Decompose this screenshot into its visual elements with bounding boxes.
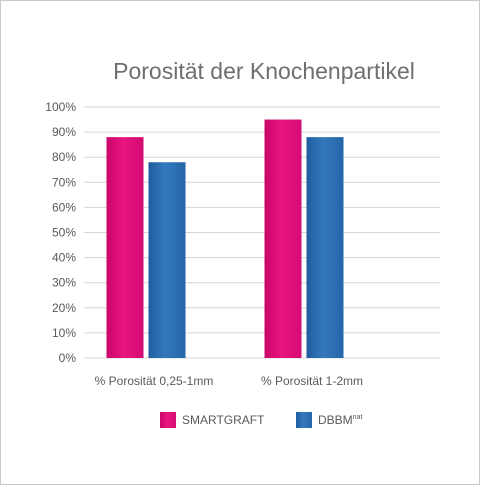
legend-label-smartgraft: SMARTGRAFT: [182, 413, 265, 427]
y-tick-label: 40%: [52, 251, 76, 265]
legend: SMARTGRAFT DBBMnat: [160, 412, 362, 428]
legend-swatch-dbbm: [296, 412, 312, 428]
bars: [106, 119, 344, 358]
y-tick-label: 10%: [52, 326, 76, 340]
bar-dbbm-2: [306, 137, 344, 358]
y-tick-label: 90%: [52, 125, 76, 139]
x-category-label: % Porosität 0,25-1mm: [95, 374, 214, 388]
bar-dbbm-1: [148, 162, 186, 358]
bar-smartgraft-2: [264, 119, 302, 358]
y-tick-label: 20%: [52, 301, 76, 315]
y-axis-ticks: 0% 10% 20% 30% 40% 50% 60% 70% 80% 90% 100%: [45, 100, 76, 365]
legend-item-dbbm: DBBMnat: [296, 412, 362, 428]
x-category-label: % Porosität 1-2mm: [261, 374, 363, 388]
legend-swatch-smartgraft: [160, 412, 176, 428]
y-tick-label: 80%: [52, 150, 76, 164]
y-tick-label: 70%: [52, 175, 76, 189]
y-tick-label: 50%: [52, 226, 76, 240]
y-tick-label: 60%: [52, 200, 76, 214]
y-tick-label: 30%: [52, 276, 76, 290]
legend-item-smartgraft: SMARTGRAFT: [160, 412, 265, 428]
x-axis-labels: % Porosität 0,25-1mm % Porosität 1-2mm: [95, 374, 363, 388]
chart-title: Porosität der Knochenpartikel: [113, 58, 415, 84]
legend-label-dbbm: DBBMnat: [318, 413, 362, 427]
y-tick-label: 100%: [45, 100, 76, 114]
legend-label-dbbm-superscript: nat: [353, 414, 363, 421]
y-tick-label: 0%: [59, 351, 77, 365]
bar-smartgraft-1: [106, 137, 144, 358]
legend-label-dbbm-main: DBBM: [318, 413, 353, 427]
